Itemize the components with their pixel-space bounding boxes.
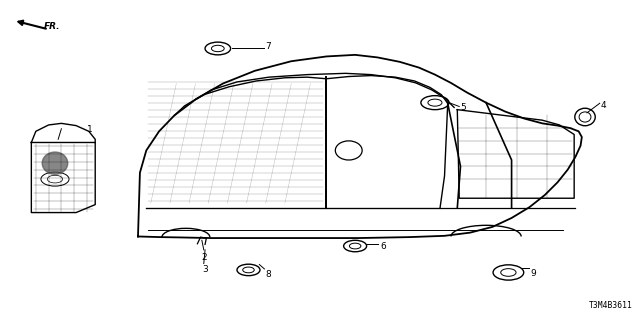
Text: 7: 7 [266, 42, 271, 52]
Text: FR.: FR. [44, 22, 61, 31]
Text: 8: 8 [266, 270, 271, 279]
Text: T3M4B3611: T3M4B3611 [589, 301, 633, 310]
Ellipse shape [42, 152, 68, 174]
Text: 1: 1 [87, 125, 93, 134]
Text: 2: 2 [202, 253, 207, 262]
Text: 3: 3 [202, 265, 207, 275]
Text: 9: 9 [531, 268, 536, 278]
Text: 6: 6 [381, 242, 387, 251]
Text: 4: 4 [601, 101, 607, 110]
Text: 5: 5 [461, 103, 467, 112]
